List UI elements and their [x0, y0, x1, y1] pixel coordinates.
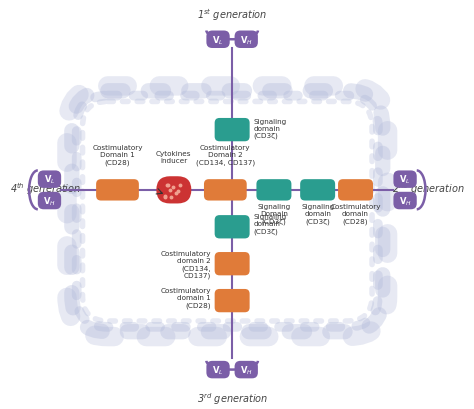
FancyBboxPatch shape: [215, 216, 250, 239]
FancyBboxPatch shape: [256, 180, 292, 201]
FancyBboxPatch shape: [393, 192, 417, 210]
FancyBboxPatch shape: [235, 31, 258, 49]
Text: Signaling
domain
(CD3ζ): Signaling domain (CD3ζ): [254, 213, 287, 234]
FancyBboxPatch shape: [206, 31, 230, 49]
FancyBboxPatch shape: [204, 180, 246, 201]
FancyBboxPatch shape: [38, 171, 61, 189]
Text: 1$^{st}$ generation: 1$^{st}$ generation: [197, 7, 267, 23]
Text: Signaling
domain
(CD3ζ): Signaling domain (CD3ζ): [301, 204, 334, 225]
FancyBboxPatch shape: [215, 119, 250, 142]
Text: Costimulatory
domain 1
(CD28): Costimulatory domain 1 (CD28): [160, 287, 211, 308]
Text: V$_L$: V$_L$: [212, 34, 224, 46]
Text: 3$^{rd}$ generation: 3$^{rd}$ generation: [197, 390, 268, 406]
Text: V$_L$: V$_L$: [399, 173, 411, 186]
Text: V$_H$: V$_H$: [240, 364, 253, 376]
Text: V$_H$: V$_H$: [240, 34, 253, 46]
FancyBboxPatch shape: [300, 180, 335, 201]
Text: Cytokines
inducer: Cytokines inducer: [156, 150, 191, 163]
Text: Signaling
domain
(CD3ζ): Signaling domain (CD3ζ): [254, 119, 287, 139]
Text: Costimulatory
Domain 2
(CD134, CD137): Costimulatory Domain 2 (CD134, CD137): [196, 145, 255, 165]
Text: Costimulatory
domain 2
(CD134,
CD137): Costimulatory domain 2 (CD134, CD137): [160, 250, 211, 279]
FancyBboxPatch shape: [215, 252, 250, 276]
FancyBboxPatch shape: [235, 361, 258, 378]
FancyBboxPatch shape: [156, 177, 191, 204]
Text: Costimulatory
domain
(CD28): Costimulatory domain (CD28): [330, 204, 381, 225]
Text: V$_H$: V$_H$: [399, 195, 411, 207]
FancyBboxPatch shape: [393, 171, 417, 189]
Text: V$_H$: V$_H$: [43, 195, 56, 207]
FancyBboxPatch shape: [38, 192, 61, 210]
Text: V$_L$: V$_L$: [212, 364, 224, 376]
Text: V$_L$: V$_L$: [44, 173, 55, 186]
FancyBboxPatch shape: [96, 180, 139, 201]
Text: 4$^{th}$ generation: 4$^{th}$ generation: [9, 180, 81, 196]
FancyBboxPatch shape: [215, 289, 250, 312]
Text: Costimulatory
Domain 1
(CD28): Costimulatory Domain 1 (CD28): [92, 145, 143, 165]
Text: Signaling
Domain
(CD3ζ): Signaling Domain (CD3ζ): [257, 204, 291, 225]
Text: 2$^{nd}$ generation: 2$^{nd}$ generation: [392, 180, 465, 196]
FancyBboxPatch shape: [206, 361, 230, 378]
FancyBboxPatch shape: [338, 180, 373, 201]
